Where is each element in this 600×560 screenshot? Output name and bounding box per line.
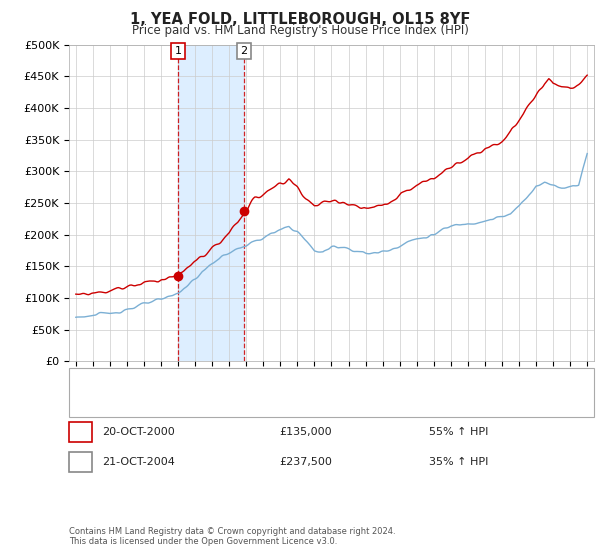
- Text: 1, YEA FOLD, LITTLEBOROUGH, OL15 8YF: 1, YEA FOLD, LITTLEBOROUGH, OL15 8YF: [130, 12, 470, 27]
- Text: 20-OCT-2000: 20-OCT-2000: [102, 427, 175, 437]
- Text: Price paid vs. HM Land Registry's House Price Index (HPI): Price paid vs. HM Land Registry's House …: [131, 24, 469, 36]
- Text: 35% ↑ HPI: 35% ↑ HPI: [429, 457, 488, 467]
- Text: £237,500: £237,500: [279, 457, 332, 467]
- Text: £135,000: £135,000: [279, 427, 332, 437]
- Text: ——: ——: [81, 375, 109, 389]
- Text: ——: ——: [81, 398, 109, 412]
- Text: 55% ↑ HPI: 55% ↑ HPI: [429, 427, 488, 437]
- Text: Contains HM Land Registry data © Crown copyright and database right 2024.
This d: Contains HM Land Registry data © Crown c…: [69, 526, 395, 546]
- Text: HPI: Average price, detached house, Rochdale: HPI: Average price, detached house, Roch…: [114, 400, 355, 410]
- Text: 1: 1: [175, 46, 182, 56]
- Text: 1, YEA FOLD, LITTLEBOROUGH, OL15 8YF (detached house): 1, YEA FOLD, LITTLEBOROUGH, OL15 8YF (de…: [114, 377, 423, 387]
- Bar: [178, 45, 244, 361]
- Text: 2: 2: [240, 46, 247, 56]
- Text: 1: 1: [77, 427, 84, 437]
- Text: 2: 2: [77, 457, 84, 467]
- Text: 21-OCT-2004: 21-OCT-2004: [102, 457, 175, 467]
